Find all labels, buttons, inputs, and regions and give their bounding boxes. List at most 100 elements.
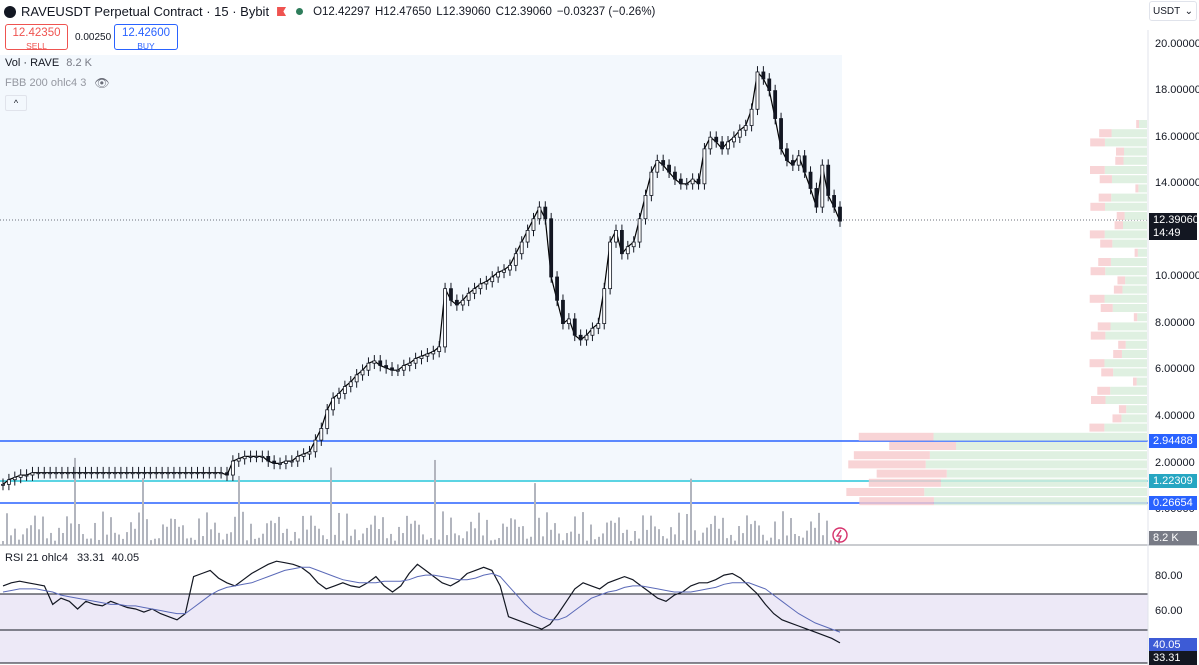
volume-bar: [422, 534, 424, 545]
eye-hidden-icon[interactable]: 👁: [94, 76, 110, 90]
volume-bar: [286, 528, 288, 545]
price-tick: 6.00000: [1155, 363, 1195, 375]
candle-body: [177, 472, 182, 475]
candle-body: [537, 206, 542, 220]
volume-profile-bar: [1111, 129, 1147, 138]
volume-profile-bar: [929, 451, 1147, 460]
volume-profile-bar: [1133, 377, 1137, 386]
candle-body: [732, 136, 736, 143]
candle-body: [720, 141, 725, 150]
level-tag-upper[interactable]: 2.94488: [1149, 434, 1197, 448]
volume-profile-bar: [1105, 331, 1147, 340]
flash-icon[interactable]: [832, 527, 848, 543]
candle-body: [77, 472, 82, 475]
candle-body: [360, 369, 365, 376]
rsi-legend-label: RSI 21 ohlc4: [5, 552, 68, 564]
fbb-legend[interactable]: FBB 200 ohlc4 3 👁: [5, 76, 110, 90]
candle-body: [289, 460, 294, 463]
buy-button[interactable]: 12.42600 BUY: [114, 24, 178, 51]
volume-profile-bar: [1124, 147, 1147, 156]
market-status-icon[interactable]: [296, 8, 304, 15]
candle-body: [790, 160, 795, 166]
candle-body: [543, 206, 548, 220]
candle-body: [714, 136, 719, 143]
candle-body: [65, 472, 70, 475]
volume-bar: [262, 533, 264, 545]
volume-bar: [638, 538, 640, 545]
candle-body: [484, 281, 489, 285]
rsi-tick: 80.00: [1155, 570, 1183, 582]
candle-body: [107, 472, 111, 475]
candle-body: [425, 353, 430, 357]
volume-bar: [190, 537, 192, 545]
candle-body: [154, 472, 159, 475]
volume-bar: [750, 524, 752, 545]
volume-bar: [590, 524, 592, 545]
candle-body: [118, 472, 123, 475]
volume-bar: [142, 477, 144, 545]
candle-body: [460, 299, 465, 306]
candle-body: [696, 178, 701, 185]
price-tick: 16.00000: [1155, 131, 1199, 143]
current-price-tag[interactable]: 12.39060: [1149, 213, 1199, 227]
volume-bars: [2, 457, 840, 545]
volume-bar: [506, 526, 508, 545]
candle-body: [254, 456, 259, 458]
candle-body: [30, 472, 35, 476]
rsi-tick: 60.00: [1155, 605, 1183, 617]
candle-body: [508, 264, 512, 271]
level-tag-mid[interactable]: 1.22309: [1149, 474, 1197, 488]
candle-body: [566, 318, 571, 325]
volume-bar: [250, 523, 252, 545]
volume-bar: [586, 540, 588, 545]
volume-bar: [54, 540, 56, 545]
volume-bar: [226, 533, 228, 545]
volume-bar: [154, 538, 156, 545]
volume-bar: [106, 534, 108, 545]
symbol-title[interactable]: RAVEUSDT Perpetual Contract · 15 · Bybit: [21, 4, 270, 19]
candle-body: [195, 472, 200, 475]
volume-profile-bar: [846, 488, 925, 496]
collapse-legend-button[interactable]: ^: [5, 95, 27, 111]
ohlc-close: C12.39060: [495, 5, 552, 18]
price-tick: 18.00000: [1155, 84, 1199, 96]
volume-bar: [830, 540, 832, 545]
volume-profile-bar: [1104, 138, 1147, 147]
volume-bar: [214, 522, 216, 545]
volume-profile-bar: [1089, 230, 1105, 239]
volume-profile-bar: [1111, 193, 1147, 202]
rsi-lower-band: [0, 630, 1148, 663]
volume-bar: [22, 534, 24, 545]
candle-body: [561, 299, 565, 324]
volume-bar: [502, 523, 504, 545]
volume-bar: [722, 517, 724, 545]
volume-legend[interactable]: Vol · RAVE 8.2 K: [5, 57, 92, 69]
volume-bar: [358, 540, 360, 545]
currency-label: USDT: [1153, 6, 1181, 17]
rsi-legend[interactable]: RSI 21 ohlc4 33.31 40.05: [5, 552, 139, 564]
candle-body: [366, 362, 371, 371]
candle-body: [319, 428, 324, 441]
volume-bar: [230, 532, 232, 545]
volume-bar: [290, 540, 292, 545]
level-tag-lower[interactable]: 0.26654: [1149, 496, 1197, 510]
currency-selector[interactable]: USDT ⌄: [1149, 1, 1197, 21]
ohlc-open: O12.42297: [313, 5, 370, 18]
volume-profile-bar: [1110, 386, 1147, 395]
volume-bar: [254, 538, 256, 545]
candle-body: [407, 362, 412, 366]
candle-body: [749, 108, 754, 126]
volume-bar: [10, 535, 12, 545]
candle-body: [160, 472, 165, 475]
volume-bar: [138, 512, 140, 545]
sell-button[interactable]: 12.42350 SELL: [5, 24, 68, 51]
volume-bar: [34, 515, 36, 545]
volume-profile-bar: [1090, 166, 1105, 174]
volume-bar: [258, 537, 260, 545]
candle-body: [513, 253, 518, 266]
volume-profile-bar: [1111, 175, 1147, 184]
candle-body: [213, 472, 218, 475]
candle-body: [95, 472, 100, 475]
flag-icon[interactable]: [277, 7, 287, 16]
